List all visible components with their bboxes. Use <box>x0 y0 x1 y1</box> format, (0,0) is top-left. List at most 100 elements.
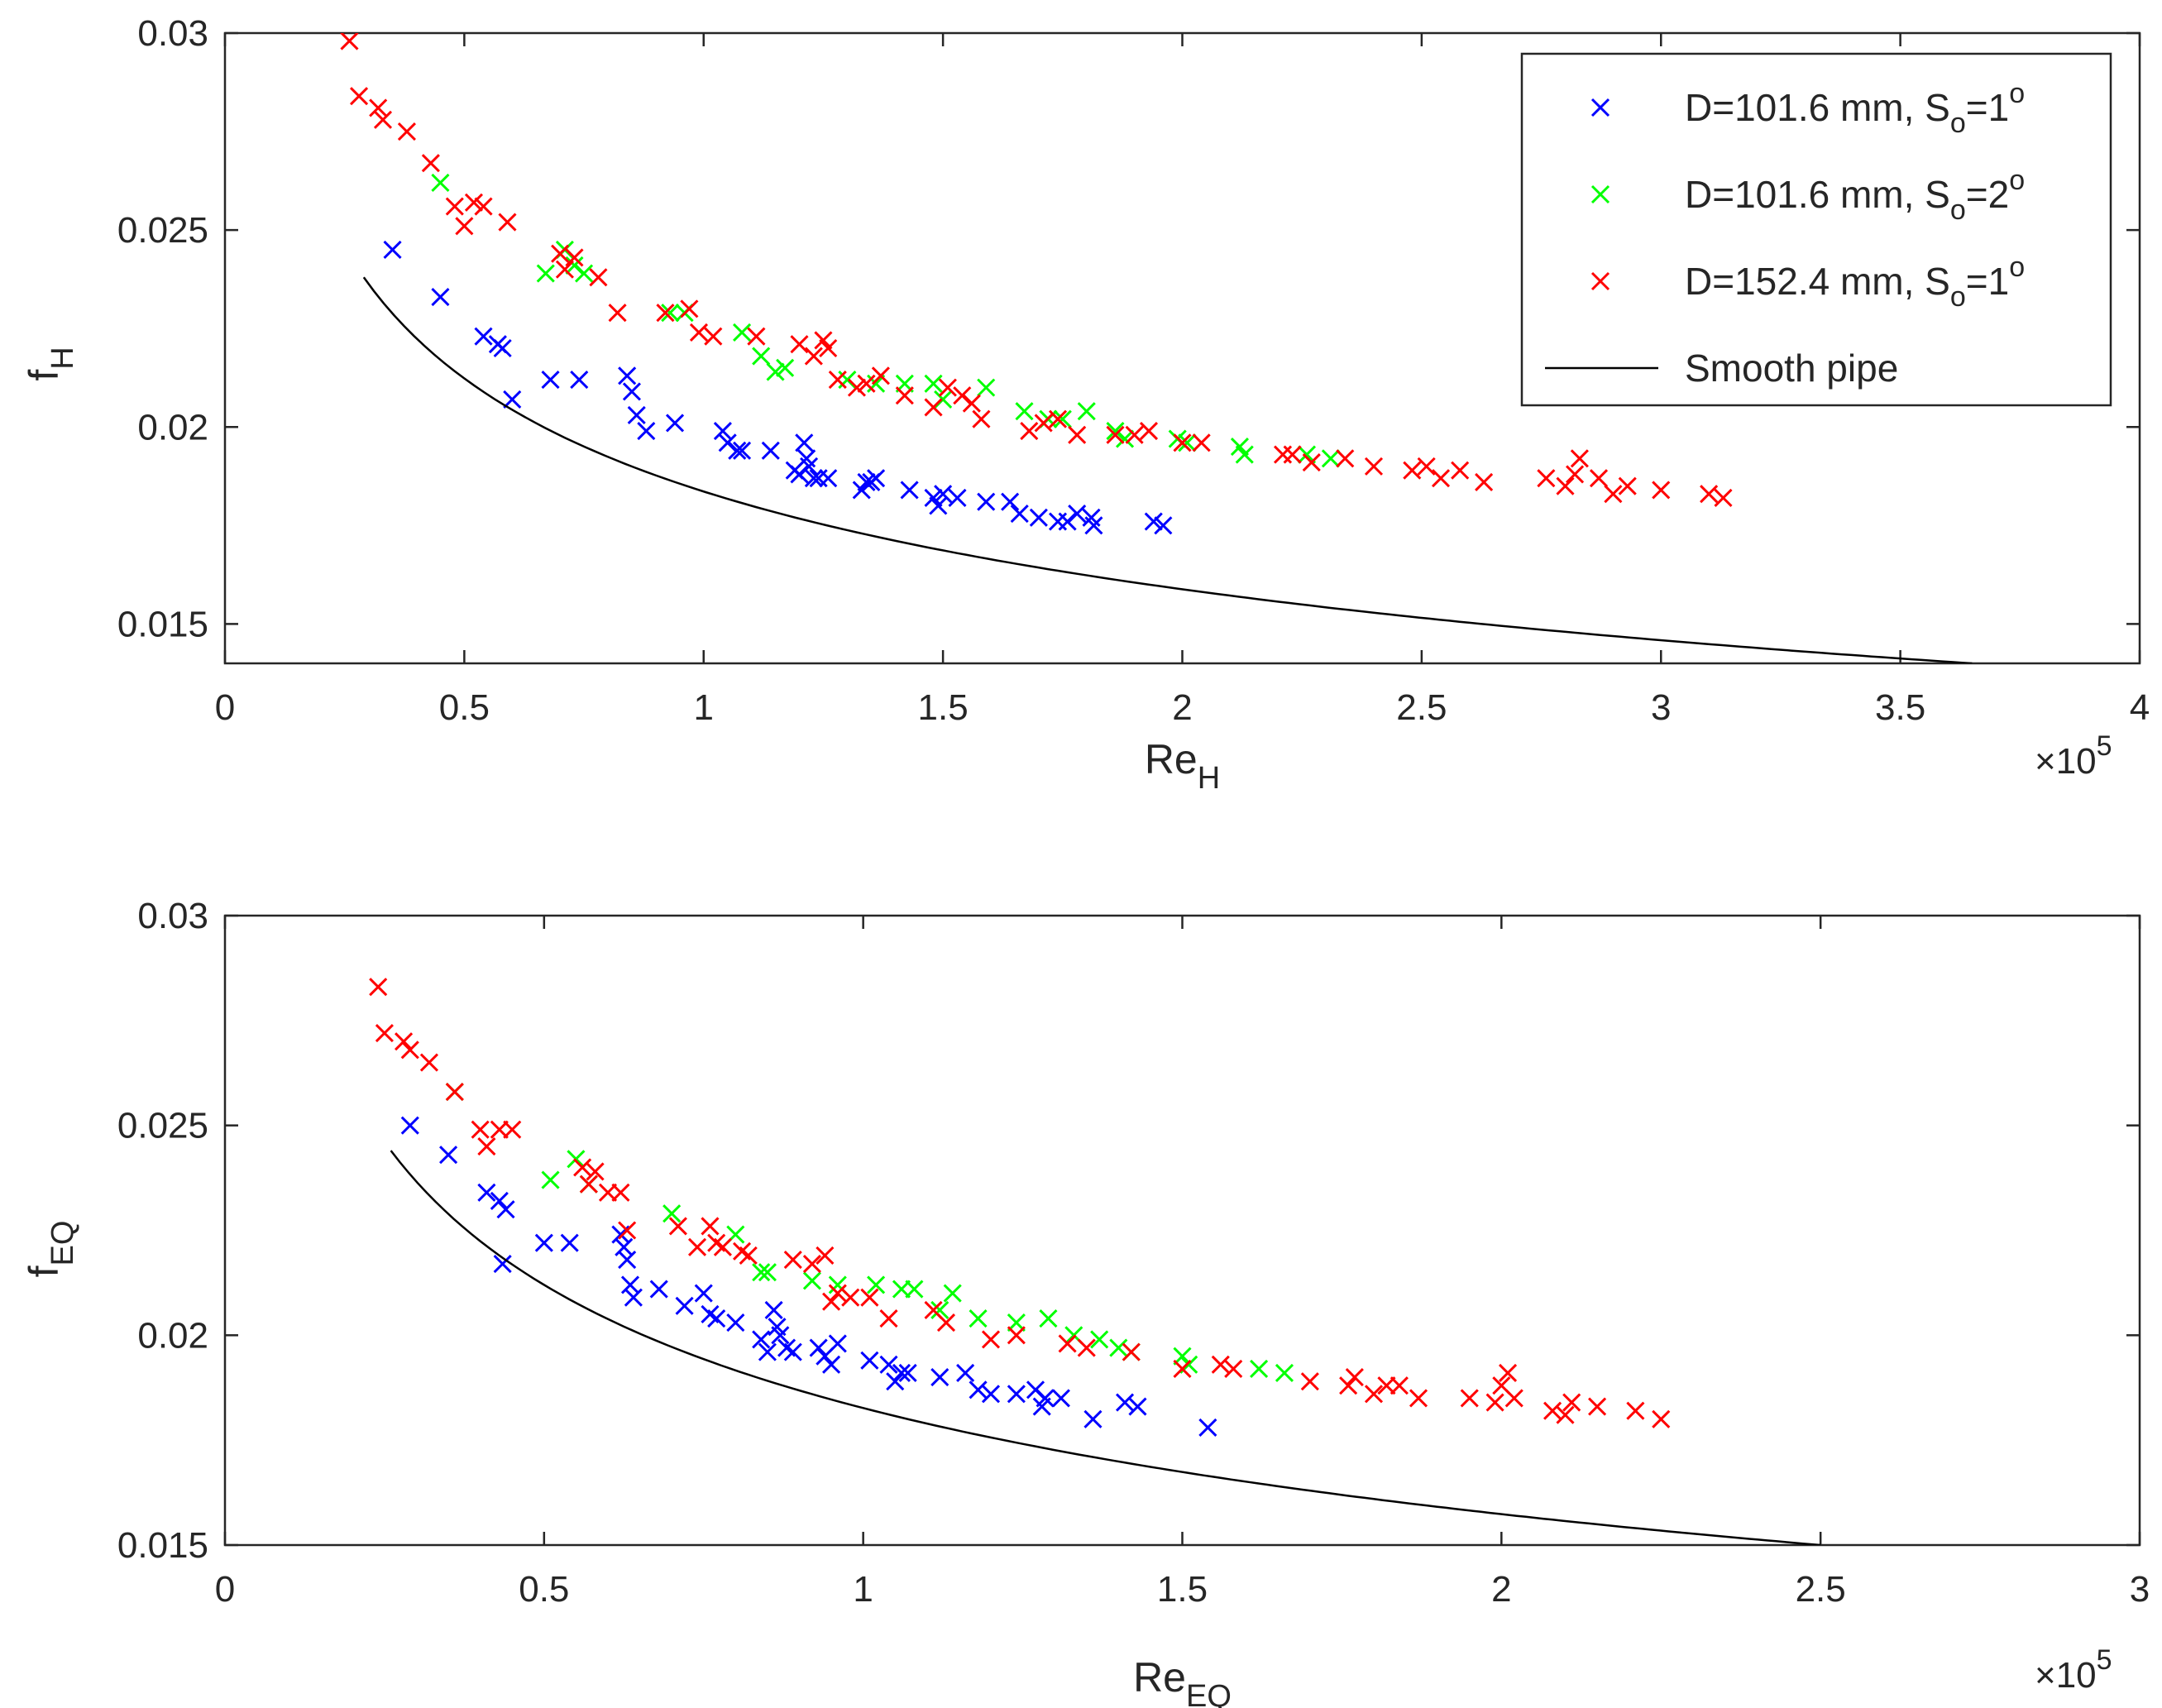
x-tick-label: 0 <box>215 1569 235 1610</box>
data-point-x-marker <box>728 441 747 460</box>
data-point-x-marker <box>1409 1389 1428 1408</box>
data-point-x-marker <box>761 441 780 460</box>
legend-label-superscript: o <box>2009 78 2025 109</box>
data-point-x-marker <box>981 1385 1001 1404</box>
data-point-x-marker <box>924 374 943 393</box>
plot-area <box>223 914 2141 1547</box>
data-point-x-marker <box>1364 457 1384 476</box>
data-point-x-marker <box>1475 472 1494 491</box>
data-point-x-marker <box>752 1330 771 1349</box>
legend-marker <box>1590 184 1610 204</box>
data-point-x-marker <box>1302 453 1321 472</box>
data-point-x-marker <box>871 366 890 385</box>
data-point-x-marker <box>860 1351 879 1370</box>
data-point-x-marker <box>841 1288 860 1307</box>
data-point-x-marker <box>1498 1363 1518 1383</box>
data-point-x-marker <box>1173 1359 1192 1378</box>
x-tick-label: 3 <box>2130 1569 2150 1610</box>
data-point-x-marker <box>662 1204 682 1223</box>
data-point-x-marker <box>1115 429 1135 448</box>
data-point-x-marker <box>680 299 699 318</box>
data-point-x-marker <box>1001 492 1020 511</box>
x-tick-label: 0.5 <box>519 1569 569 1610</box>
data-point-x-marker <box>771 1326 790 1345</box>
data-point-x-marker <box>1128 1397 1147 1416</box>
data-point-x-marker <box>816 1246 835 1265</box>
legend-label-text: Smooth pipe <box>1685 347 1898 390</box>
data-point-x-marker <box>857 374 876 393</box>
data-point-x-marker <box>1321 449 1340 468</box>
data-point-x-marker <box>1460 1389 1479 1408</box>
data-point-x-marker <box>1039 1309 1058 1328</box>
legend-label-value: =1 <box>1966 260 2009 303</box>
data-point-x-marker <box>608 304 627 323</box>
legend-label: D=101.6 mm, So=2o <box>1685 165 2025 226</box>
data-point-x-marker <box>1083 1409 1103 1428</box>
data-point-x-marker <box>1068 504 1087 524</box>
data-point-x-marker <box>822 1355 841 1374</box>
x-axis-label-main: Re <box>1133 1654 1186 1701</box>
top-chart-panel: 0 0.5 1 1.5 2 2.5 3 3.5 40.0150.020.0250.03ReHfH… <box>21 13 2150 796</box>
data-point-x-marker <box>704 327 723 346</box>
data-point-x-marker <box>1077 402 1096 421</box>
data-point-x-marker <box>1451 461 1470 480</box>
data-point-x-marker <box>536 264 555 283</box>
data-point-x-marker <box>565 248 584 267</box>
data-point-x-marker <box>732 323 752 342</box>
data-point-x-marker <box>905 1280 924 1299</box>
legend-label: D=101.6 mm, So=1o <box>1685 78 2025 139</box>
x-tick-label: 0.5 <box>439 687 490 728</box>
x-axis-multiplier-exponent: 5 <box>2097 730 2112 762</box>
data-point-x-marker <box>938 378 957 397</box>
data-point-x-marker <box>1192 433 1211 452</box>
data-point-x-marker <box>1556 476 1575 495</box>
y-tick-label: 0.03 <box>137 13 208 54</box>
data-point-x-marker <box>375 1023 394 1043</box>
y-tick-label: 0.015 <box>117 604 208 644</box>
plot-content <box>340 33 1973 663</box>
data-point-x-marker <box>541 1170 560 1189</box>
data-point-x-marker <box>395 1032 414 1051</box>
data-point-x-marker <box>783 1342 802 1361</box>
data-point-x-marker <box>879 1355 898 1374</box>
data-point-x-marker <box>1588 1397 1607 1416</box>
legend-label: Smooth pipe <box>1685 347 1898 390</box>
data-point-x-marker <box>1173 433 1192 452</box>
data-point-x-marker <box>1224 1359 1243 1378</box>
y-tick-label: 0.02 <box>137 1315 208 1356</box>
data-point-x-marker <box>1562 1393 1581 1412</box>
data-point-x-marker <box>934 485 953 504</box>
data-point-x-marker <box>689 323 709 342</box>
data-point-x-marker <box>795 433 814 452</box>
data-point-x-marker <box>800 457 819 476</box>
x-tick-label: 2 <box>1172 687 1192 728</box>
x-axis-label: ReEQ <box>1133 1654 1232 1708</box>
data-point-x-marker <box>445 1083 464 1102</box>
data-point-x-marker <box>1589 469 1609 488</box>
data-point-x-marker <box>1125 425 1144 444</box>
data-point-x-marker <box>498 213 517 232</box>
data-point-x-marker <box>1154 516 1173 535</box>
x-axis-label: ReH <box>1145 736 1220 796</box>
data-point-x-marker <box>694 1284 713 1303</box>
legend: D=101.6 mm, So=1o D=101.6 mm, So=2o D=152.… <box>1520 52 2112 407</box>
data-point-x-marker <box>1034 414 1053 433</box>
data-point-x-marker <box>1144 512 1163 531</box>
data-point-x-marker <box>570 371 589 390</box>
legend-label-text: D=152.4 mm, S <box>1685 260 1950 303</box>
y-tick-label: 0.025 <box>117 1106 208 1146</box>
data-point-x-marker <box>879 1309 898 1328</box>
data-point-x-marker <box>943 1284 962 1303</box>
data-point-x-marker <box>726 1313 745 1332</box>
data-point-x-marker <box>819 338 838 358</box>
data-point-x-marker <box>1345 1368 1364 1387</box>
data-point-x-marker <box>900 481 919 500</box>
x-axis-label-main: Re <box>1145 736 1198 782</box>
data-point-x-marker <box>822 1292 841 1311</box>
data-point-x-marker <box>981 1330 1001 1349</box>
data-point-x-marker <box>541 371 560 390</box>
data-point-x-marker <box>627 405 646 425</box>
legend-marker <box>1590 98 1610 117</box>
legend-label-value: =2 <box>1966 173 2009 216</box>
data-point-x-marker <box>586 1162 605 1181</box>
